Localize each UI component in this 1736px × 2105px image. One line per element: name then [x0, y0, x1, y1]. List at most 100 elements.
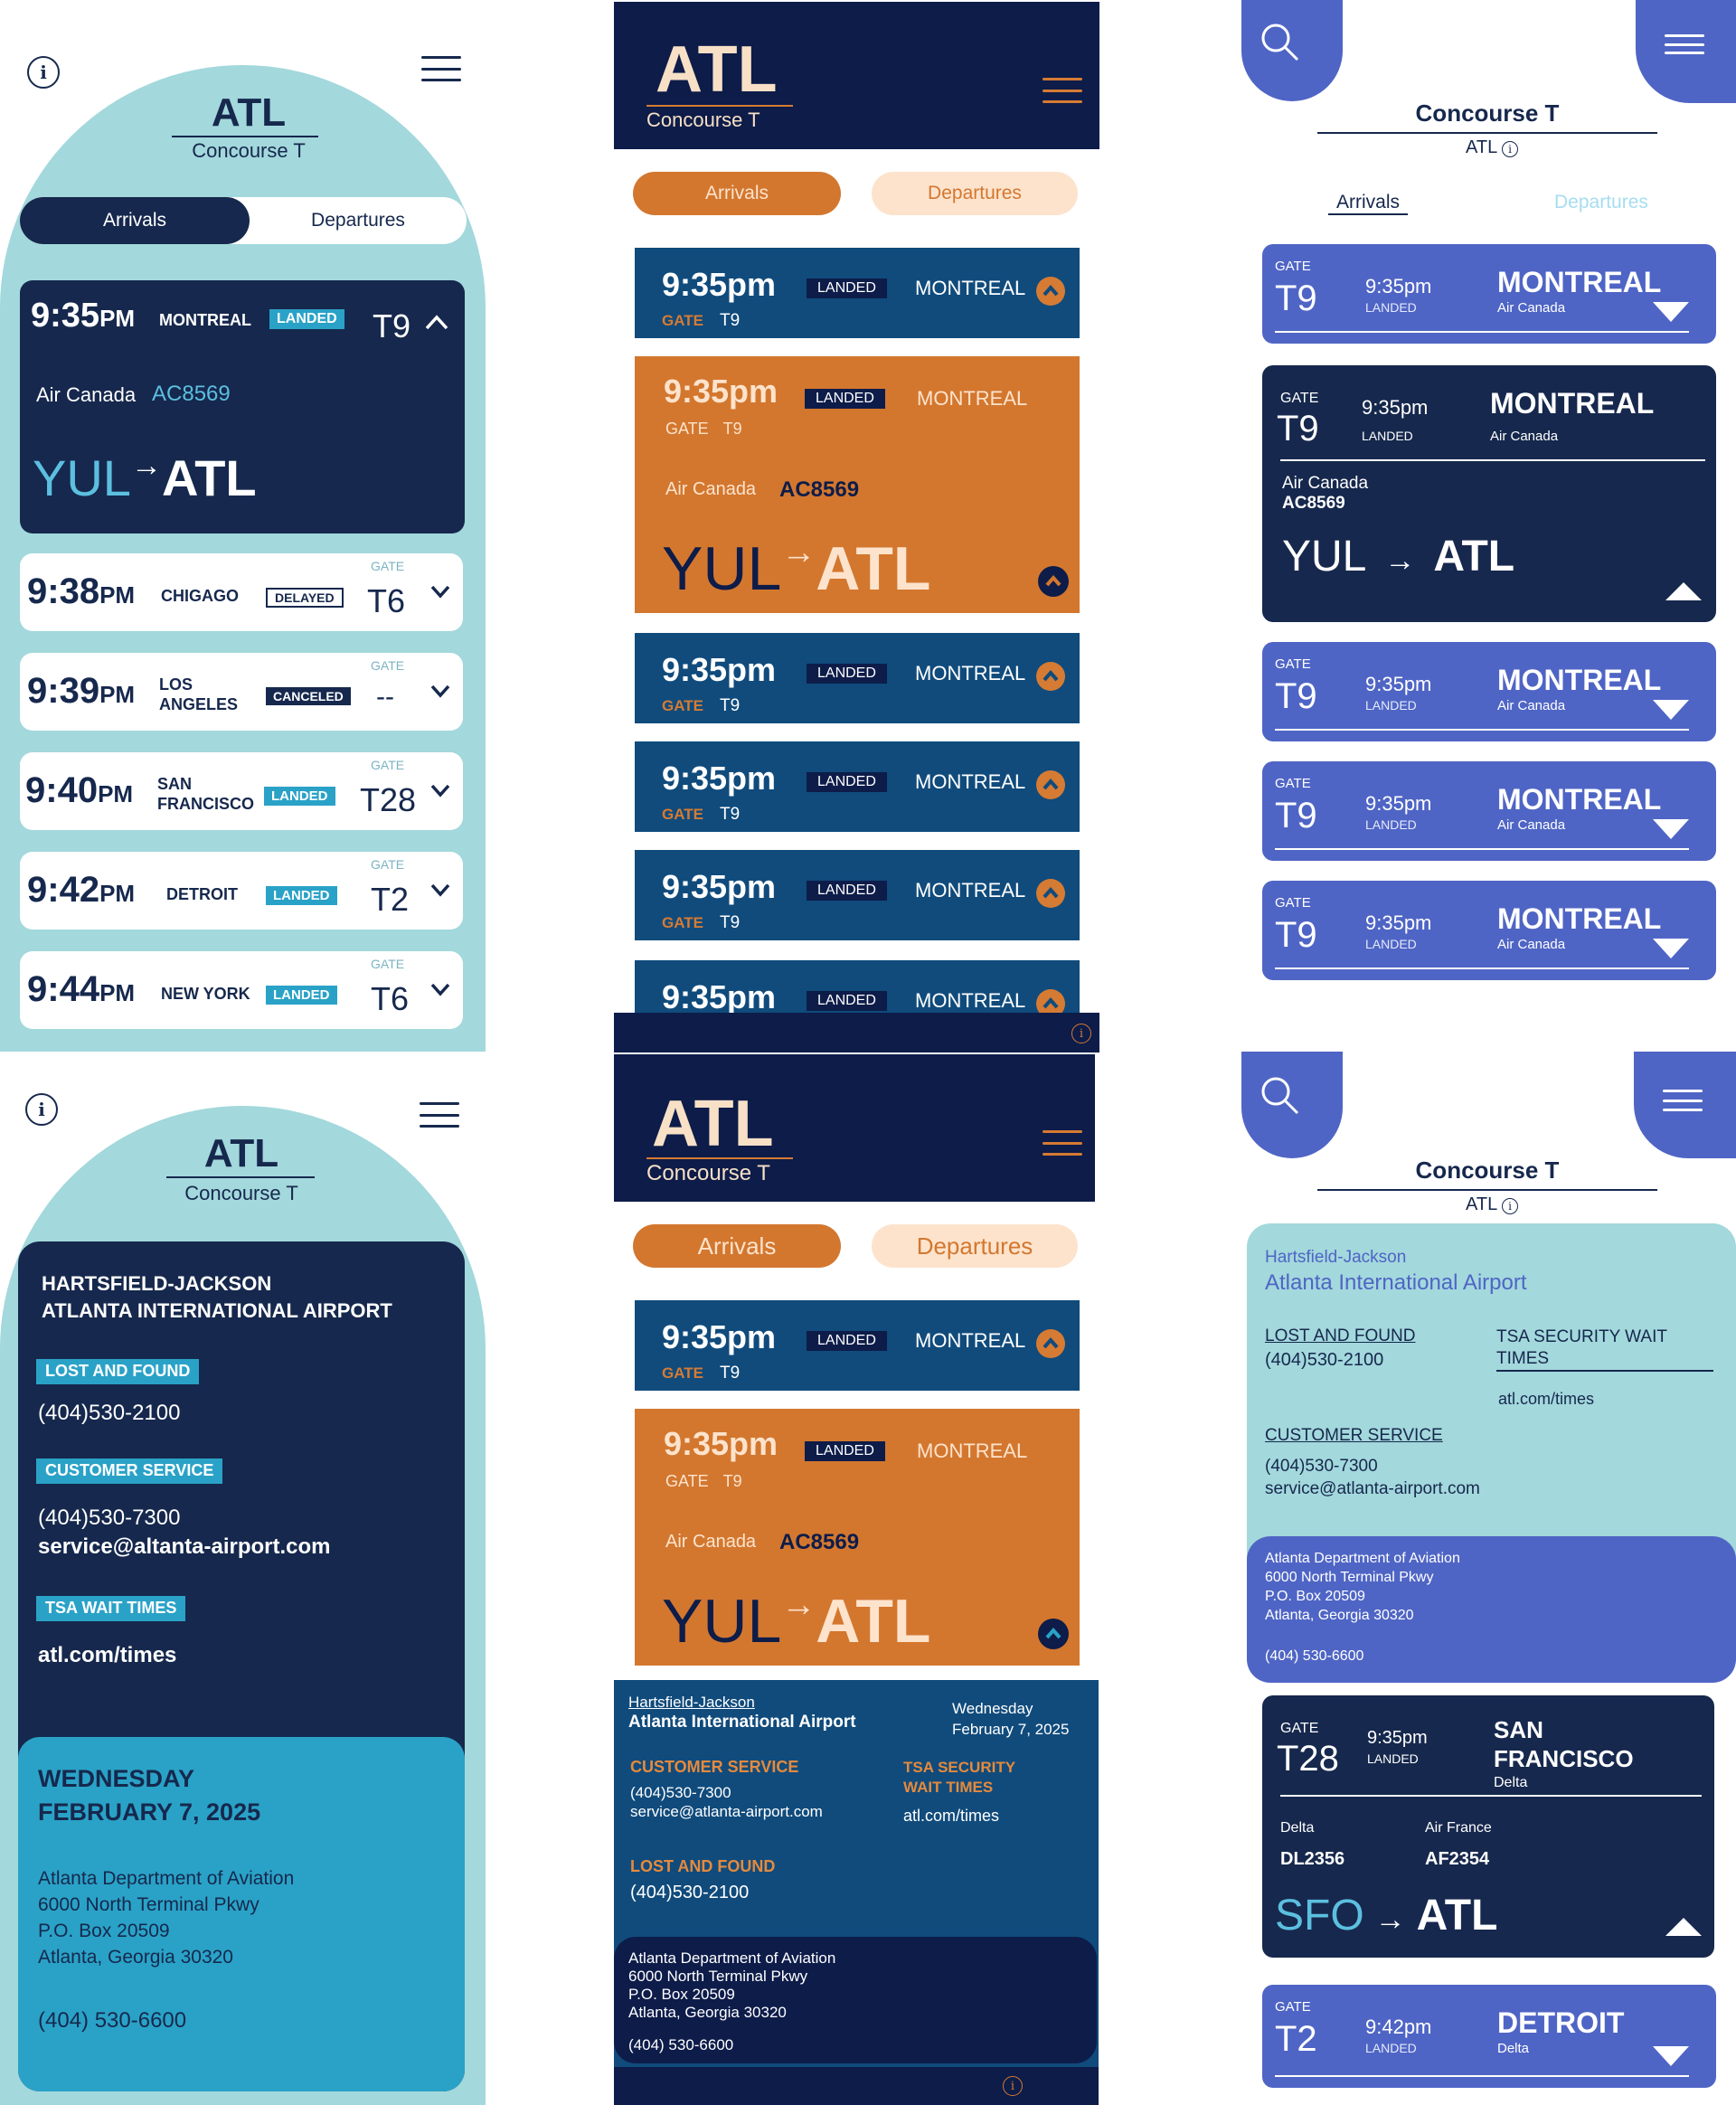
chevron-up-icon[interactable]: [1036, 1329, 1065, 1358]
search-button[interactable]: [1241, 1052, 1343, 1158]
customer-service-phone[interactable]: (404)530-7300: [38, 1506, 181, 1530]
dept-phone[interactable]: (404) 530-6600: [628, 2036, 734, 2053]
flight-row[interactable]: GATE T9 9:35pm LANDED MONTREAL Air Canad…: [1262, 642, 1716, 741]
info-icon[interactable]: i: [1003, 2076, 1023, 2096]
chevron-down-icon[interactable]: [430, 883, 450, 897]
tab-departures[interactable]: Departures: [872, 172, 1078, 215]
tsa-link[interactable]: atl.com/times: [1498, 1390, 1595, 1408]
caret-up-icon[interactable]: [1665, 1918, 1702, 1936]
flight-city: MONTREAL: [1490, 387, 1655, 420]
featured-flight-card[interactable]: GATE T9 9:35pm LANDED MONTREAL Air Canad…: [1262, 365, 1716, 622]
chevron-up-icon[interactable]: [425, 313, 448, 331]
flight-row[interactable]: GATE T2 9:42pm LANDED DETROIT Delta: [1262, 1985, 1716, 2088]
gate-label: GATE: [1275, 895, 1311, 911]
caret-down-icon[interactable]: [1653, 939, 1689, 958]
tab-departures[interactable]: Departures: [872, 1224, 1078, 1268]
tab-departures[interactable]: Departures: [1554, 192, 1648, 212]
flight-row[interactable]: 9:35pm GATE T9 LANDED MONTREAL: [635, 633, 1080, 723]
chevron-up-icon[interactable]: [1038, 566, 1069, 597]
footer-bar: i: [614, 2067, 1099, 2105]
caret-up-icon[interactable]: [1665, 582, 1702, 600]
menu-icon[interactable]: [1043, 78, 1082, 103]
featured-flight-card[interactable]: 9:35pm GATE T9 LANDED MONTREAL Air Canada…: [635, 1409, 1080, 1666]
customer-service-email[interactable]: service@altanta-airport.com: [38, 1534, 331, 1559]
origin-code: YUL: [1282, 533, 1367, 581]
concourse-label: Concourse T: [646, 1161, 770, 1185]
flight-row[interactable]: 9:42PM DETROIT LANDED GATE T2: [20, 852, 463, 930]
lost-found-phone[interactable]: (404)530-2100: [1265, 1350, 1384, 1370]
gate-label: GATE T9: [662, 805, 741, 824]
menu-icon[interactable]: [421, 56, 461, 81]
flight-row[interactable]: 9:35pm GATE T9 LANDED MONTREAL: [635, 248, 1080, 338]
address-block: Atlanta Department of Aviation 6000 North…: [614, 1937, 1097, 2063]
chevron-down-icon[interactable]: [430, 982, 450, 996]
lost-found-phone[interactable]: (404)530-2100: [38, 1401, 181, 1425]
origin-code: YUL: [33, 449, 131, 506]
flight-row[interactable]: 9:44PM NEW YORK LANDED GATE T6: [20, 951, 463, 1029]
chevron-up-icon[interactable]: [1038, 1619, 1069, 1649]
flight-row[interactable]: 9:35pm GATE T9 LANDED MONTREAL: [635, 850, 1080, 940]
chevron-down-icon[interactable]: [430, 584, 450, 599]
flight-row[interactable]: 9:35pm GATE T9 LANDED MONTREAL: [635, 741, 1080, 832]
caret-down-icon[interactable]: [1653, 819, 1689, 839]
flight-row[interactable]: 9:35pm LANDED MONTREAL: [635, 960, 1080, 1013]
featured-flight-card[interactable]: GATE T28 9:35pm LANDED SAN FRANCISCO Delt…: [1262, 1695, 1714, 1958]
tab-arrivals[interactable]: Arrivals: [633, 172, 841, 215]
menu-button[interactable]: [1636, 0, 1736, 103]
menu-icon[interactable]: [420, 1102, 459, 1128]
flight-row[interactable]: 9:39PM LOS ANGELES CANCELED GATE --: [20, 653, 463, 731]
chevron-up-icon[interactable]: [1036, 662, 1065, 691]
menu-icon[interactable]: [1043, 1130, 1082, 1156]
tab-arrivals[interactable]: Arrivals: [633, 1224, 841, 1268]
menu-button[interactable]: [1634, 1052, 1736, 1158]
featured-flight-card[interactable]: 9:35pm GATE T9 LANDED MONTREAL Air Canada…: [635, 356, 1080, 613]
flight-row[interactable]: 9:40PM SAN FRANCISCO LANDED GATE T28: [20, 752, 463, 830]
search-button[interactable]: [1241, 0, 1343, 101]
airport-name: HARTSFIELD-JACKSON ATLANTA INTERNATIONAL …: [42, 1272, 392, 1322]
info-icon[interactable]: i: [27, 56, 60, 89]
flight-row[interactable]: GATE T9 9:35pm LANDED MONTREAL Air Canad…: [1262, 881, 1716, 980]
panel-c-info: Concourse T ATL i Hartsfield-Jackson Atla…: [1241, 1052, 1736, 2105]
gate-label: GATE T9: [662, 696, 741, 715]
tab-departures[interactable]: Departures: [311, 210, 405, 231]
address: Atlanta Department of Aviation 6000 North…: [628, 1949, 836, 2021]
lost-found-phone[interactable]: (404)530-2100: [630, 1883, 750, 1902]
info-icon[interactable]: i: [1071, 1024, 1091, 1043]
status-badge: LANDED: [807, 991, 887, 1011]
chevron-up-icon[interactable]: [1036, 770, 1065, 799]
tsa-link[interactable]: atl.com/times: [38, 1643, 177, 1667]
chevron-down-icon[interactable]: [430, 783, 450, 798]
featured-flight-card[interactable]: 9:35PM MONTREAL LANDED T9 Air Canada AC8…: [20, 280, 465, 533]
flight-row[interactable]: GATE T9 9:35pm LANDED MONTREAL Air Canad…: [1262, 244, 1716, 344]
customer-service-contact[interactable]: (404)530-7300 service@atlanta-airport.com: [630, 1784, 823, 1820]
tab-arrivals[interactable]: Arrivals: [20, 197, 250, 244]
flight-city: MONTREAL: [159, 311, 251, 329]
status-text: LANDED: [1365, 937, 1417, 951]
caret-down-icon[interactable]: [1653, 302, 1689, 322]
chevron-up-icon[interactable]: [1036, 879, 1065, 908]
concourse-label: Concourse T: [1415, 99, 1560, 127]
airport-info-card: HARTSFIELD-JACKSON ATLANTA INTERNATIONAL …: [18, 1241, 465, 2091]
flight-row[interactable]: 9:38PM CHIGAGO DELAYED GATE T6: [20, 553, 463, 631]
chevron-down-icon[interactable]: [430, 684, 450, 698]
customer-service-contact[interactable]: (404)530-7300 service@atlanta-airport.com: [1265, 1457, 1480, 1498]
caret-down-icon[interactable]: [1653, 2046, 1689, 2066]
flight-number: AC8569: [779, 477, 860, 502]
flight-time: 9:35pm: [662, 651, 777, 688]
flight-row[interactable]: GATE T9 9:35pm LANDED MONTREAL Air Canad…: [1262, 761, 1716, 861]
status-badge: LANDED: [805, 1441, 885, 1461]
tab-arrivals[interactable]: Arrivals: [1328, 192, 1408, 215]
concourse-label: Concourse T: [184, 1182, 298, 1204]
dept-phone[interactable]: (404) 530-6600: [1265, 1648, 1364, 1664]
header-b: ATL Concourse T: [614, 1054, 1095, 1202]
card-underline: [1275, 2075, 1689, 2077]
caret-down-icon[interactable]: [1653, 700, 1689, 720]
info-icon[interactable]: i: [25, 1093, 58, 1126]
info-icon[interactable]: i: [1502, 1198, 1519, 1214]
chevron-up-icon[interactable]: [1036, 989, 1065, 1013]
tsa-link[interactable]: atl.com/times: [903, 1807, 1000, 1825]
flight-row[interactable]: 9:35pm GATE T9 LANDED MONTREAL: [635, 1300, 1080, 1391]
dept-phone[interactable]: (404) 530-6600: [38, 2008, 187, 2033]
info-icon[interactable]: i: [1502, 141, 1519, 157]
chevron-up-icon[interactable]: [1036, 277, 1065, 306]
